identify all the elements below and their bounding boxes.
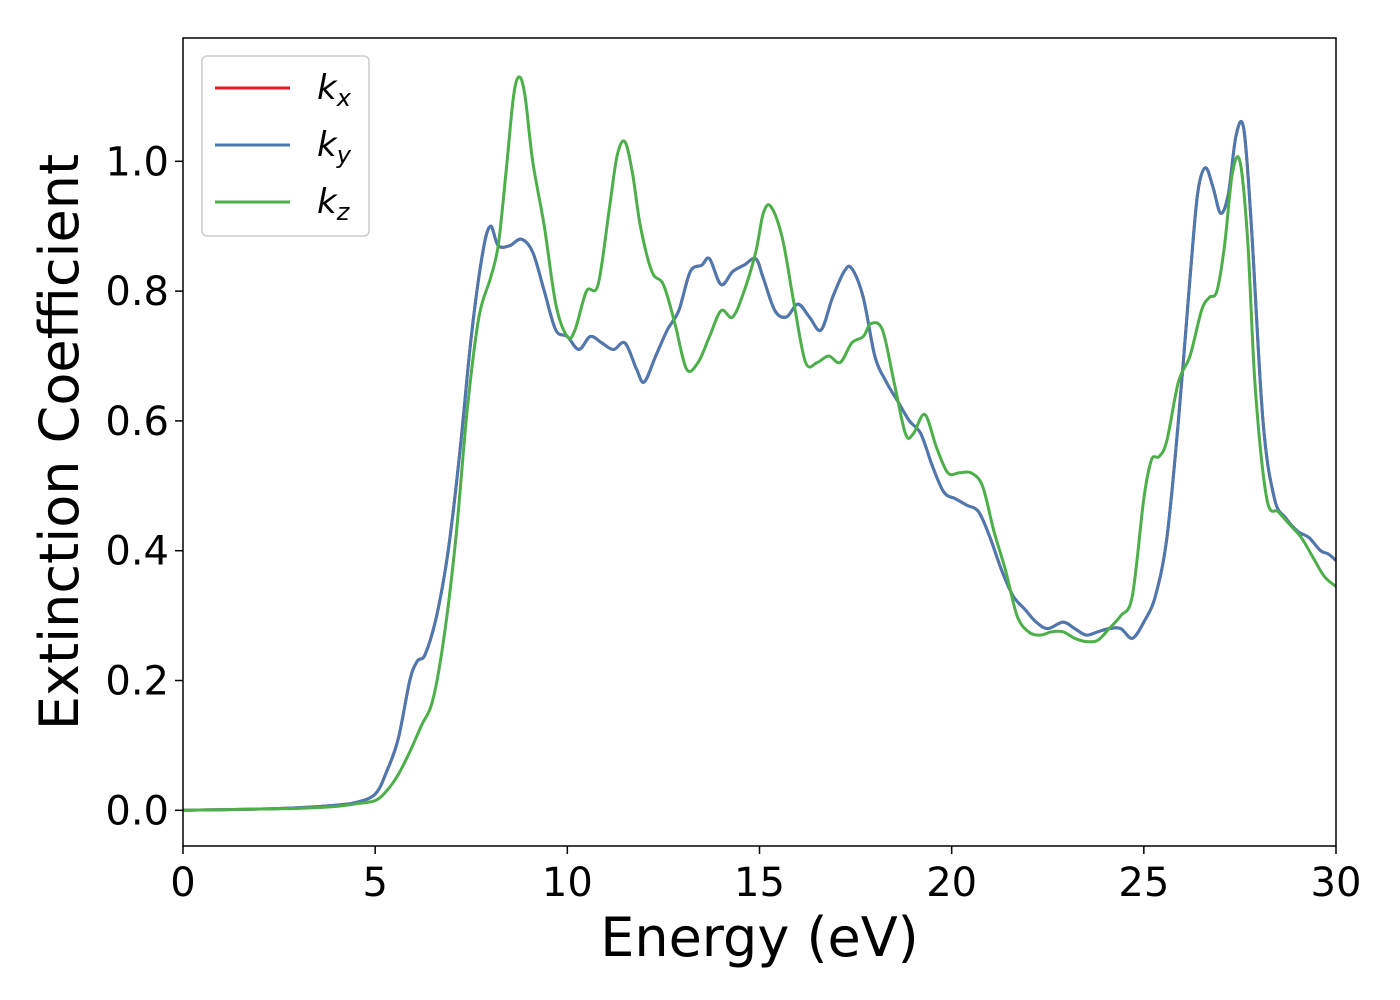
x-tick-label: 30 [1311,860,1362,906]
y-tick-label: 0.4 [105,529,169,575]
y-tick-label: 0.2 [105,659,169,705]
y-tick-label: 0.0 [105,788,169,834]
x-tick-label: 20 [926,860,977,906]
legend-label-kz: kz [317,182,351,226]
legend-label-kx: kx [317,68,352,112]
x-axis: 0 5 10 15 20 25 30 [170,846,1361,906]
series-line-ky [183,119,1336,812]
legend-label-ky: ky [317,125,352,169]
y-axis-label: Extinction Coefficient [28,154,91,730]
x-tick-label: 0 [170,860,195,906]
legend: kx ky kz [201,55,370,237]
y-tick-label: 0.8 [105,269,169,315]
series-line-kz [183,75,1336,812]
x-tick-label: 5 [362,860,387,906]
y-tick-label: 1.0 [105,139,169,185]
x-tick-label: 10 [542,860,593,906]
y-tick-label: 0.6 [105,399,169,445]
series-layer [183,75,1336,812]
x-axis-label: Energy (eV) [600,906,919,969]
y-axis: 0.0 0.2 0.4 0.6 0.8 1.0 [105,139,183,834]
x-tick-label: 15 [734,860,785,906]
x-tick-label: 25 [1118,860,1169,906]
